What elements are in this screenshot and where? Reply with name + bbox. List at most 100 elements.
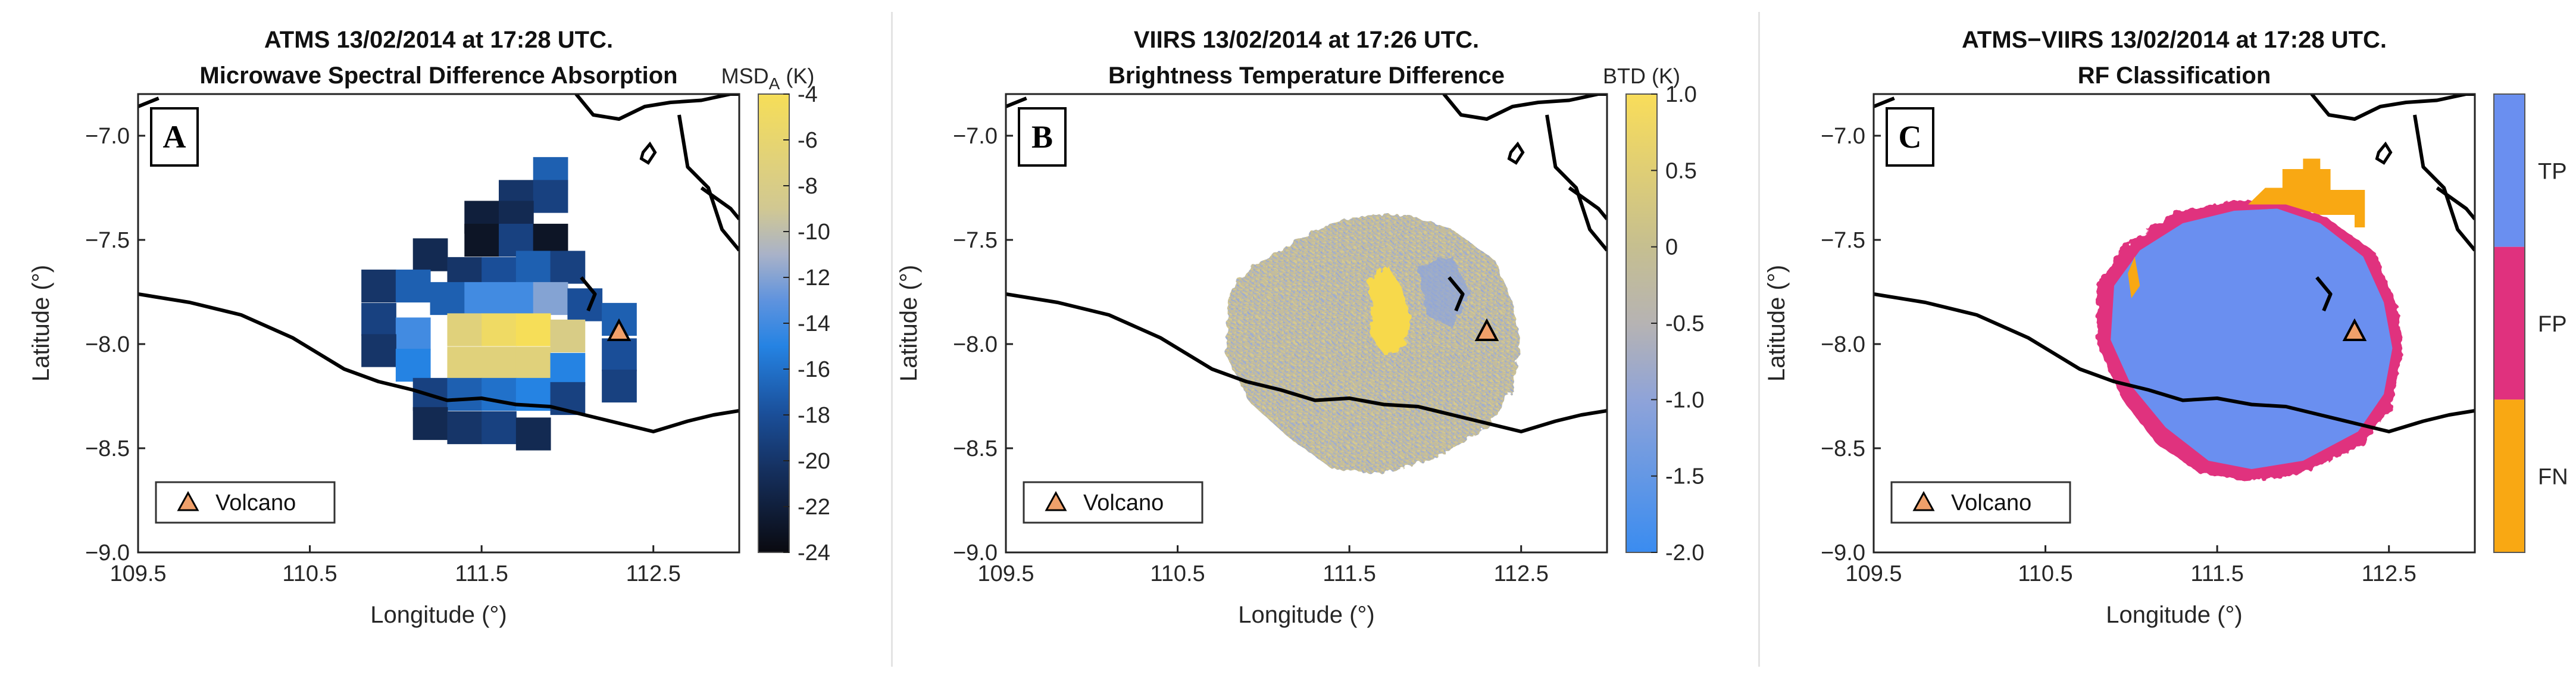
colorbar-label: MSDA (K): [721, 64, 815, 93]
x-tick-label: 109.5: [977, 561, 1034, 586]
chart-title: ATMS−VIIRS 13/02/2014 at 17:28 UTC.: [1962, 27, 2387, 53]
y-tick-label: −9.0: [1821, 541, 1865, 566]
x-tick-label: 110.5: [2018, 561, 2072, 586]
y-tick-label: −7.5: [1821, 228, 1865, 253]
colorbar-segment: [2494, 94, 2525, 247]
y-tick-label: −8.5: [85, 436, 130, 461]
chart-subtitle: Brightness Temperature Difference: [1108, 63, 1505, 89]
colorbar-tick-label: -24: [798, 541, 830, 566]
coastline: [700, 186, 739, 220]
heatmap-cell: [602, 338, 637, 371]
legend-label: Volcano: [1083, 491, 1164, 516]
colorbar-segment: [2494, 399, 2525, 552]
y-axis-label: Latitude (°): [896, 265, 922, 382]
colorbar-tick-label: 0.5: [1665, 158, 1697, 183]
coastline: [1568, 186, 1607, 220]
y-tick-label: −8.0: [85, 332, 130, 357]
volcano-marker: [2342, 318, 2367, 341]
chart-subtitle: Microwave Spectral Difference Absorption: [199, 63, 677, 89]
coastline: [2310, 94, 2475, 121]
y-tick-label: −8.5: [953, 436, 998, 461]
y-tick-label: −9.0: [953, 541, 998, 566]
heatmap-cell: [550, 319, 586, 353]
colorbar-category-label: FP: [2538, 312, 2567, 337]
heatmap-cell: [361, 334, 396, 367]
coastline: [1874, 96, 1895, 108]
x-tick-label: 112.5: [626, 561, 681, 586]
panel-b: 109.5 110.5 111.5 112.5 −7.0 −7.5 −8.0 −8.5 −9.0…: [896, 27, 1704, 628]
colorbar-tick-label: -0.5: [1665, 311, 1704, 336]
heatmap-cell: [515, 346, 551, 380]
heatmap-cell: [533, 180, 568, 213]
x-axis-label: Longitude (°): [1238, 602, 1374, 628]
class-tp-region: [2111, 208, 2393, 469]
heatmap-cell: [499, 282, 534, 315]
colorbar-label: BTD (K): [1603, 64, 1680, 88]
colorbar-segment: [2494, 246, 2525, 400]
coastline: [1442, 94, 1607, 121]
heatmap-cell: [412, 238, 448, 271]
panel-letter-box: [150, 107, 199, 167]
x-tick-label: 112.5: [2362, 561, 2416, 586]
heatmap-cell: [361, 302, 396, 336]
colorbar-tick-label: -8: [798, 174, 818, 199]
heatmap-cell: [515, 251, 551, 284]
legend-label: Volcano: [215, 491, 296, 516]
colorbar-tick-label: -22: [798, 495, 830, 520]
colorbar-tick-label: -16: [798, 357, 830, 382]
coastline: [2436, 186, 2475, 220]
y-tick-label: −7.5: [953, 228, 998, 253]
coastline: [1448, 276, 1465, 312]
plot-area: [138, 94, 739, 552]
coastline: [580, 276, 597, 312]
panel-divider: [891, 12, 893, 667]
x-tick-label: 109.5: [110, 561, 166, 586]
plot-content: [138, 94, 739, 451]
x-tick-label: 111.5: [2190, 561, 2243, 586]
legend-volcano-marker: [1912, 491, 1935, 511]
colorbar-category-label: FN: [2538, 465, 2568, 490]
y-axis-label: Latitude (°): [1764, 265, 1790, 382]
heatmap-cell: [515, 313, 551, 346]
heatmap-cell: [464, 282, 499, 315]
heatmap-cell: [430, 282, 465, 315]
volcano-marker: [607, 318, 632, 341]
colorbar-tick-label: -18: [798, 403, 830, 428]
coastline: [1545, 114, 1607, 252]
coastline: [138, 96, 160, 108]
x-tick-label: 110.5: [282, 561, 337, 586]
heatmap-cell: [447, 313, 483, 346]
coastline: [574, 94, 739, 121]
y-tick-label: −8.5: [1821, 436, 1865, 461]
colorbar-tick-label: -2.0: [1665, 541, 1704, 566]
coastline: [1006, 292, 1607, 433]
heatmap-cell: [550, 352, 586, 386]
colorbar-tick-label: -10: [798, 220, 830, 245]
coastline: [1507, 141, 1525, 165]
y-tick-label: −8.0: [1821, 332, 1865, 357]
class-fn-region: [2128, 257, 2140, 298]
coastline: [2413, 114, 2475, 252]
plot-content: [1874, 94, 2475, 482]
x-axis-label: Longitude (°): [370, 602, 507, 628]
heatmap-cell: [567, 288, 603, 321]
heatmap-cell: [482, 313, 517, 346]
heatmap-cell: [482, 411, 517, 445]
chart-title: ATMS 13/02/2014 at 17:28 UTC.: [264, 27, 613, 53]
heatmap-cell: [482, 377, 517, 411]
heatmap-cell: [412, 407, 448, 441]
colorbar-tick-label: -1.5: [1665, 464, 1704, 489]
colorbar-category-label: TP: [2538, 159, 2567, 184]
panel-letter: B: [1031, 119, 1053, 155]
btd-hotspot: [1367, 265, 1411, 355]
coastline: [2315, 276, 2333, 312]
panel-letter-box: [1886, 107, 1934, 167]
panel-letter: A: [163, 119, 186, 155]
colorbar-tick-label: -12: [798, 265, 830, 290]
legend-volcano-marker: [177, 491, 199, 511]
x-tick-label: 111.5: [455, 561, 508, 586]
heatmap-cell: [602, 369, 637, 403]
coastline: [138, 292, 739, 433]
legend-label: Volcano: [1951, 491, 2031, 516]
